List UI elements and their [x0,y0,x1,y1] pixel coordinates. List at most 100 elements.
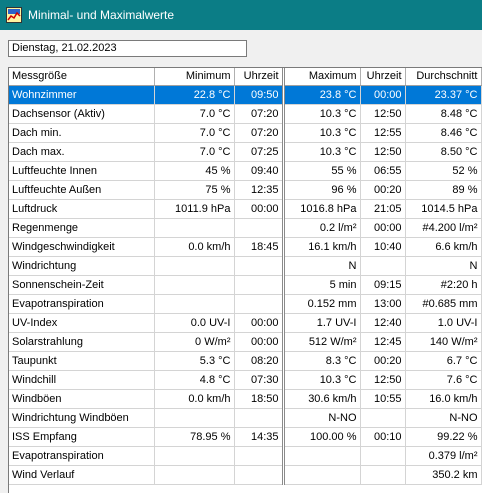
cell-min: 7.0 °C [154,142,235,162]
col-header-min[interactable]: Minimum [154,68,235,86]
cell-max-time: 00:20 [360,180,406,200]
cell-measure: Wohnzimmer [9,85,155,105]
cell-max: 100.00 % [283,427,361,447]
cell-avg: #2:20 h [405,275,482,295]
cell-min-time [234,256,285,276]
col-header-max-time[interactable]: Uhrzeit [360,68,406,86]
table-row[interactable]: Regenmenge 0.2 l/m² 00:00 #4.200 l/m² [9,218,482,238]
cell-avg: N [405,256,482,276]
col-header-min-time[interactable]: Uhrzeit [234,68,285,86]
window-title: Minimal- und Maximalwerte [28,8,175,22]
cell-min-time: 18:45 [234,237,285,257]
table-row[interactable]: Dach max. 7.0 °C 07:25 10.3 °C 12:50 8.50 °C [9,142,482,162]
cell-min: 0.0 km/h [154,389,235,409]
cell-max-time: 00:00 [360,85,406,105]
cell-min: 45 % [154,161,235,181]
table-row[interactable]: Luftdruck 1011.9 hPa 00:00 1016.8 hPa 21:05 1… [9,199,482,219]
table-row[interactable]: Dachsensor (Aktiv) 7.0 °C 07:20 10.3 °C 12:5… [9,104,482,124]
cell-min-time [234,218,285,238]
cell-measure: Dach min. [9,123,155,143]
cell-measure: UV-Index [9,313,155,333]
cell-avg: 99.22 % [405,427,482,447]
table-row[interactable]: Windgeschwindigkeit 0.0 km/h 18:45 16.1 km/… [9,237,482,257]
table-row[interactable]: ISS Empfang 78.95 % 14:35 100.00 % 00:10 99.2… [9,427,482,447]
cell-max-time: 10:40 [360,237,406,257]
col-header-max[interactable]: Maximum [283,68,361,86]
cell-max-time: 00:00 [360,218,406,238]
cell-measure: Wind Verlauf [9,465,155,485]
cell-max-time: 12:55 [360,123,406,143]
cell-max [283,446,361,466]
cell-max-time: 00:10 [360,427,406,447]
cell-min: 7.0 °C [154,123,235,143]
cell-min: 5.3 °C [154,351,235,371]
cell-min-time: 00:00 [234,199,285,219]
table-row[interactable]: Solarstrahlung 0 W/m² 00:00 512 W/m² 12:45 14… [9,332,482,352]
cell-min: 0.0 km/h [154,237,235,257]
cell-min [154,294,235,314]
cell-min-time: 09:50 [234,85,285,105]
table-row[interactable]: Windrichtung Windböen N-NO N-NO [9,408,482,428]
cell-min: 1011.9 hPa [154,199,235,219]
table-row[interactable]: Windchill 4.8 °C 07:30 10.3 °C 12:50 7.6 °C [9,370,482,390]
cell-measure: Windchill [9,370,155,390]
cell-avg: 8.46 °C [405,123,482,143]
cell-avg: 1.0 UV-I [405,313,482,333]
cell-min [154,465,235,485]
table-row[interactable]: Evapotranspiration 0.152 mm 13:00 #0.685 mm [9,294,482,314]
cell-max: 0.152 mm [283,294,361,314]
date-field[interactable]: Dienstag, 21.02.2023 [8,40,247,57]
values-table: Messgröße Minimum Uhrzeit Maximum Uhrzei… [8,67,482,493]
cell-max: 0.2 l/m² [283,218,361,238]
cell-min: 75 % [154,180,235,200]
col-header-avg[interactable]: Durchschnitt [405,68,482,86]
cell-min-time [234,465,285,485]
cell-avg: 52 % [405,161,482,181]
cell-max: 10.3 °C [283,123,361,143]
table-row[interactable]: Dach min. 7.0 °C 07:20 10.3 °C 12:55 8.46 °C [9,123,482,143]
table-row[interactable]: Wind Verlauf 350.2 km [9,465,482,485]
cell-measure: Solarstrahlung [9,332,155,352]
cell-max: 8.3 °C [283,351,361,371]
cell-max-time [360,446,406,466]
cell-min: 0 W/m² [154,332,235,352]
cell-measure: Luftdruck [9,199,155,219]
cell-measure: Luftfeuchte Innen [9,161,155,181]
cell-measure: Luftfeuchte Außen [9,180,155,200]
cell-avg: 8.48 °C [405,104,482,124]
cell-min: 78.95 % [154,427,235,447]
cell-min [154,446,235,466]
cell-avg: 1014.5 hPa [405,199,482,219]
cell-max-time: 09:15 [360,275,406,295]
table-row[interactable]: Luftfeuchte Innen 45 % 09:40 55 % 06:55 52 % [9,161,482,181]
cell-measure: Evapotranspiration [9,294,155,314]
cell-min-time: 00:00 [234,332,285,352]
cell-measure: Dachsensor (Aktiv) [9,104,155,124]
table-row[interactable]: Windrichtung N N [9,256,482,276]
cell-min-time: 18:50 [234,389,285,409]
cell-min-time: 07:20 [234,123,285,143]
cell-min [154,275,235,295]
table-row[interactable]: UV-Index 0.0 UV-I 00:00 1.7 UV-I 12:40 1.0 UV… [9,313,482,333]
app-chart-icon[interactable] [6,7,22,23]
cell-min: 0.0 UV-I [154,313,235,333]
cell-min-time [234,446,285,466]
cell-avg: 350.2 km [405,465,482,485]
cell-max: N-NO [283,408,361,428]
table-row[interactable]: Sonnenschein-Zeit 5 min 09:15 #2:20 h [9,275,482,295]
table-row[interactable]: Luftfeuchte Außen 75 % 12:35 96 % 00:20 89 % [9,180,482,200]
table-row[interactable]: Evapotranspiration 0.379 l/m² [9,446,482,466]
table-row[interactable]: Wohnzimmer 22.8 °C 09:50 23.8 °C 00:00 23.37 … [9,85,482,105]
cell-max: 96 % [283,180,361,200]
table-row[interactable]: Windböen 0.0 km/h 18:50 30.6 km/h 10:55 16.0 … [9,389,482,409]
cell-measure: Windrichtung Windböen [9,408,155,428]
table-header-row: Messgröße Minimum Uhrzeit Maximum Uhrzei… [9,68,482,86]
cell-max: 10.3 °C [283,104,361,124]
cell-max: 16.1 km/h [283,237,361,257]
cell-min-time [234,294,285,314]
cell-measure: Dach max. [9,142,155,162]
table-row[interactable]: Taupunkt 5.3 °C 08:20 8.3 °C 00:20 6.7 °C [9,351,482,371]
col-header-measure[interactable]: Messgröße [9,68,155,86]
cell-min-time: 12:35 [234,180,285,200]
cell-max: 5 min [283,275,361,295]
